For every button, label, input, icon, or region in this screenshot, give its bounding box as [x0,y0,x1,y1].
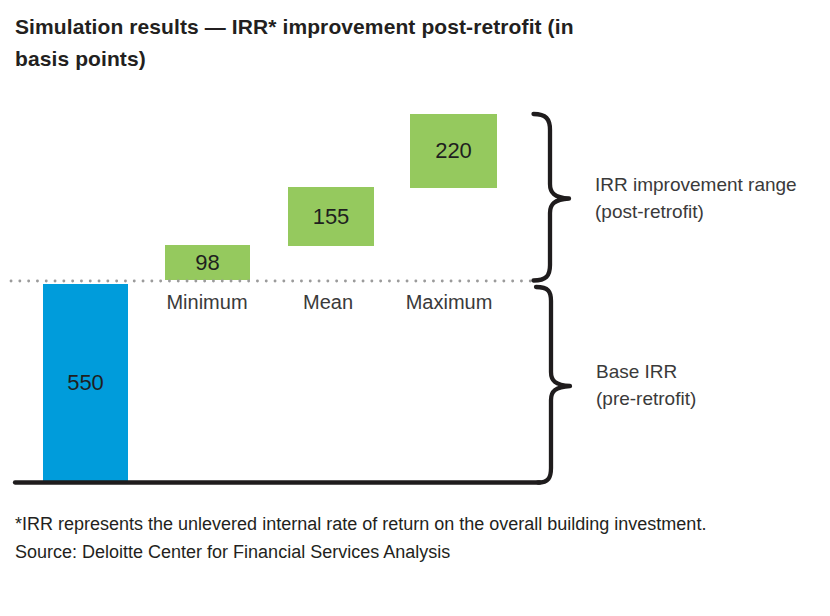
footnote: *IRR represents the unlevered internal r… [15,514,706,535]
figure-title: Simulation results — IRR* improvement po… [15,11,655,75]
top-brace-label-line1: IRR improvement range [595,171,797,198]
improvement-value-maximum: 220 [435,138,472,164]
improvement-value-mean: 155 [313,204,350,230]
bottom-brace [536,287,570,483]
figure: Simulation results — IRR* improvement po… [0,0,830,616]
improvement-box-minimum: 98 [165,245,250,280]
bottom-brace-label-line2: (pre-retrofit) [596,385,696,412]
bottom-brace-label-line1: Base IRR [596,358,696,385]
improvement-box-maximum: 220 [410,114,497,188]
improvement-value-minimum: 98 [195,250,219,276]
top-brace [534,114,570,281]
improvement-box-mean: 155 [288,187,374,246]
bottom-brace-label: Base IRR (pre-retrofit) [596,358,696,412]
base-irr-value: 550 [67,370,104,396]
category-label-maximum: Maximum [406,291,493,314]
figure-title-line1: Simulation results — IRR* improvement po… [15,11,655,43]
source-line: Source: Deloitte Center for Financial Se… [15,542,450,563]
top-brace-label-line2: (post-retrofit) [595,198,797,225]
figure-title-line2: basis points) [15,43,655,75]
category-label-minimum: Minimum [166,291,247,314]
top-brace-label: IRR improvement range (post-retrofit) [595,171,797,225]
base-irr-bar: 550 [43,284,128,482]
category-label-mean: Mean [303,291,353,314]
